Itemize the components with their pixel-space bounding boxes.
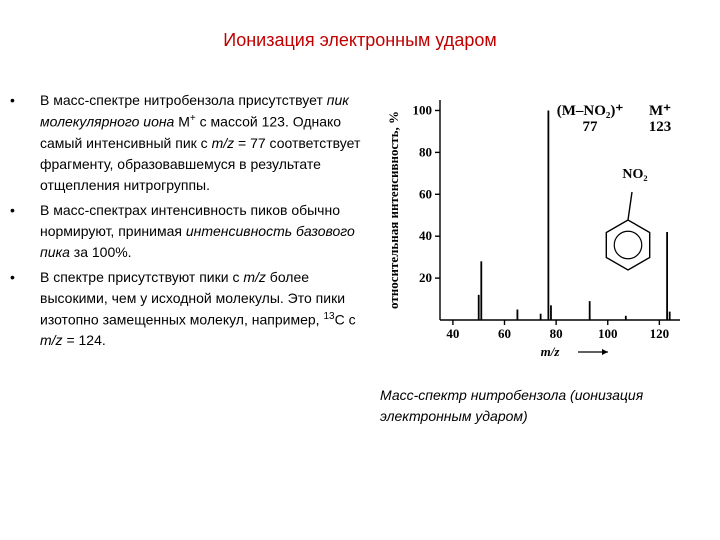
svg-text:60: 60 [419, 186, 432, 201]
page-title: Ионизация электронным ударом [0, 30, 720, 51]
svg-text:80: 80 [419, 144, 432, 159]
svg-text:120: 120 [650, 326, 670, 341]
svg-text:(M–NO₂)⁺: (M–NO₂)⁺ [557, 103, 624, 119]
svg-text:40: 40 [446, 326, 459, 341]
bullet-marker: • [10, 267, 40, 352]
list-item: •В спектре присутствуют пики с m/z более… [10, 267, 380, 352]
bullet-marker: • [10, 90, 40, 196]
svg-text:77: 77 [583, 119, 599, 135]
bullet-marker: • [10, 200, 40, 263]
svg-text:60: 60 [498, 326, 511, 341]
svg-text:100: 100 [413, 102, 433, 117]
svg-text:NO₂: NO₂ [622, 167, 647, 182]
mass-spectrum-chart: 20 40 60 80 100 40 60 80 100 120 относительная инт… [380, 90, 700, 370]
svg-text:20: 20 [419, 270, 432, 285]
chart-caption: Масс-спектр нитробензола (ионизация элек… [380, 385, 700, 427]
content-row: •В масс-спектре нитробензола присутствуе… [10, 90, 710, 375]
bullet-text: В масс-спектре нитробензола присутствует… [40, 90, 380, 196]
svg-text:123: 123 [649, 119, 672, 135]
bullet-text: В спектре присутствуют пики с m/z более … [40, 267, 380, 352]
svg-text:40: 40 [419, 228, 432, 243]
svg-text:m/z: m/z [541, 344, 561, 359]
list-item: •В масс-спектрах интенсивность пиков обы… [10, 200, 380, 263]
bullet-list: •В масс-спектре нитробензола присутствуе… [10, 90, 380, 375]
chart-container: 20 40 60 80 100 40 60 80 100 120 относительная инт… [380, 90, 710, 375]
svg-text:80: 80 [550, 326, 563, 341]
bullet-text: В масс-спектрах интенсивность пиков обыч… [40, 200, 380, 263]
svg-text:M⁺: M⁺ [649, 103, 671, 119]
svg-text:100: 100 [598, 326, 618, 341]
list-item: •В масс-спектре нитробензола присутствуе… [10, 90, 380, 196]
svg-text:относительная интенсивность, %: относительная интенсивность, % [386, 111, 401, 309]
